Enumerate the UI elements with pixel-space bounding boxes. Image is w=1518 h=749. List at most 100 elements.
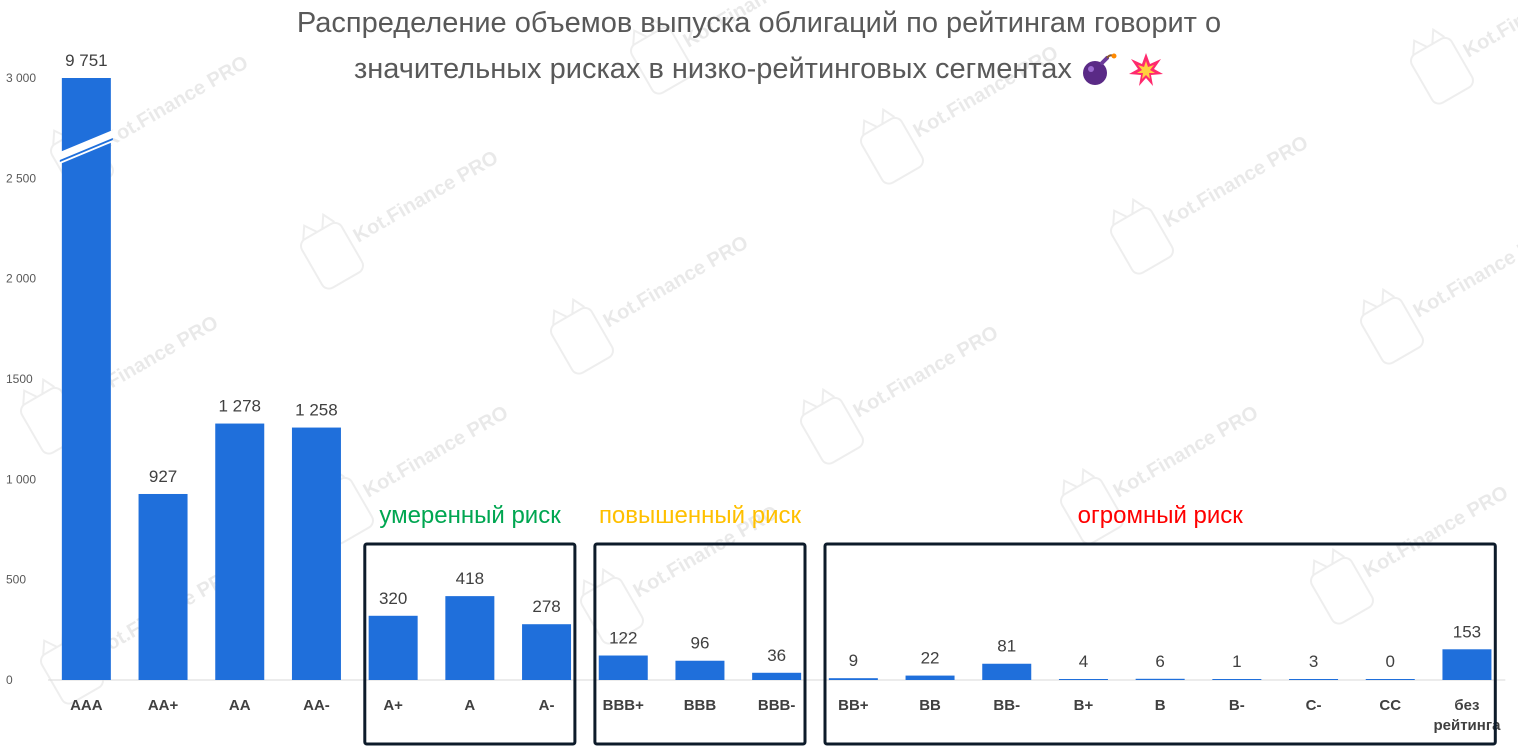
y-tick-label: 3 000	[6, 71, 36, 85]
category-label: AA	[229, 697, 251, 714]
y-tick-label: 500	[6, 573, 26, 587]
data-label: 1 258	[295, 401, 338, 420]
category-label: без рейтинга	[1433, 697, 1501, 734]
watermark: Kot.Finance PRO	[1410, 0, 1518, 105]
category-label: A-	[539, 697, 555, 714]
risk-group-boxes	[363, 542, 1497, 746]
data-label: 22	[921, 649, 940, 668]
bar-BBB-	[752, 672, 802, 680]
data-label: 9 751	[65, 51, 108, 70]
watermark-text: Kot.Finance PRO	[1460, 0, 1518, 62]
category-label: BB	[919, 697, 941, 714]
bar-AA-	[291, 427, 341, 680]
watermark-text: Kot.Finance PRO	[360, 402, 512, 503]
category-label: CC	[1379, 697, 1401, 714]
bomb-icon	[1083, 53, 1117, 86]
risk-group-box	[823, 542, 1497, 746]
bar-без рейтинга	[1442, 649, 1492, 680]
bar-BB+	[828, 678, 878, 680]
category-label: BBB	[684, 697, 717, 714]
y-tick-label: 2 500	[6, 171, 36, 185]
collision-icon	[1129, 53, 1164, 87]
watermark-text: Kot.Finance PRO	[100, 52, 252, 153]
data-label: 4	[1079, 652, 1088, 671]
watermark: Kot.Finance PRO	[550, 232, 752, 375]
watermark: Kot.Finance PRO	[860, 42, 1062, 185]
bar-A+	[368, 615, 418, 680]
bars-layer	[59, 78, 1492, 680]
y-tick-label: 1500	[6, 372, 33, 386]
bar-B	[1135, 678, 1185, 680]
data-label: 1 278	[218, 397, 261, 416]
watermark: Kot.Finance PRO	[20, 312, 222, 455]
category-label: BB+	[838, 697, 869, 714]
bar-CC	[1365, 679, 1415, 680]
bar-BBB+	[598, 655, 648, 680]
category-label: BBB-	[758, 697, 796, 714]
risk-group-box	[593, 542, 807, 746]
data-label: 81	[997, 637, 1016, 656]
category-labels-layer: AAA AA+ AA AA- A+ A A- BBB+ BBB BBB- BB+ BB BB- B+ B B-…	[70, 697, 1501, 734]
category-label: B-	[1229, 697, 1245, 714]
category-label: BB-	[993, 697, 1020, 714]
data-label: 9	[849, 651, 858, 670]
watermark: Kot.Finance PRO	[1360, 222, 1518, 365]
watermark-text: Kot.Finance PRO	[1360, 482, 1512, 583]
bar-C-	[1289, 679, 1339, 680]
watermark: Kot.Finance PRO	[800, 322, 1002, 465]
bar-BB-	[982, 663, 1032, 680]
group-label-elevated-risk: повышенный риск	[598, 502, 801, 529]
category-label: B	[1155, 697, 1166, 714]
bar-AAA	[61, 78, 111, 680]
bar-BB	[905, 675, 955, 680]
y-tick-label: 1 000	[6, 472, 36, 486]
chart-title-line-2: значительных рисках в низко-рейтинговых …	[0, 46, 1518, 92]
bar-AA+	[138, 493, 188, 680]
group-label-huge-risk: огромный риск	[1077, 502, 1243, 529]
data-label: 3	[1309, 652, 1318, 671]
data-label: 96	[690, 634, 709, 653]
watermark-text: Kot.Finance PRO	[1160, 132, 1312, 233]
watermark-text: Kot.Finance PRO	[680, 0, 832, 52]
watermark-text: Kot.Finance PRO	[850, 322, 1002, 423]
axis-break-mark	[59, 130, 113, 164]
watermark: Kot.Finance PRO	[300, 147, 502, 290]
bar-B+	[1058, 679, 1108, 680]
watermark-text: Kot.Finance PRO	[1410, 222, 1518, 323]
bar-B-	[1212, 679, 1262, 680]
category-label: BBB+	[603, 697, 644, 714]
category-label: A	[464, 697, 475, 714]
risk-group-box	[363, 542, 577, 746]
category-label: AA-	[303, 697, 330, 714]
category-label: C-	[1306, 697, 1322, 714]
data-label: 0	[1386, 652, 1395, 671]
data-label: 1	[1232, 652, 1241, 671]
bar-A-	[522, 624, 572, 680]
watermark: Kot.Finance PRO	[630, 0, 832, 95]
y-tick-label: 0	[6, 673, 13, 687]
category-label: A+	[383, 697, 403, 714]
bar-BBB	[675, 660, 725, 680]
bar-AA	[215, 423, 265, 680]
watermark-text: Kot.Finance PRO	[600, 232, 752, 333]
group-label-moderate-risk: умеренный риск	[379, 502, 561, 529]
data-label: 278	[532, 597, 560, 616]
watermark-text: Kot.Finance PRO	[1110, 402, 1262, 503]
watermark-text: Kot.Finance PRO	[350, 147, 502, 248]
data-label: 153	[1453, 622, 1481, 641]
data-label: 36	[767, 646, 786, 665]
chart-title: Распределение объемов выпуска облигаций …	[0, 0, 1518, 92]
bar-A	[445, 596, 495, 680]
data-label: 418	[456, 569, 484, 588]
y-tick-label: 2 000	[6, 272, 36, 286]
chart-title-line-2-text: значительных рисках в низко-рейтинговых …	[353, 53, 1072, 85]
data-label: 6	[1155, 652, 1164, 671]
data-label: 320	[379, 589, 407, 608]
watermark: Kot.Finance PRO	[1110, 132, 1312, 275]
watermark-text: Kot.Finance PRO	[910, 42, 1062, 143]
data-label: 122	[609, 629, 637, 648]
category-label: AAA	[70, 697, 103, 714]
category-label: AA+	[148, 697, 179, 714]
